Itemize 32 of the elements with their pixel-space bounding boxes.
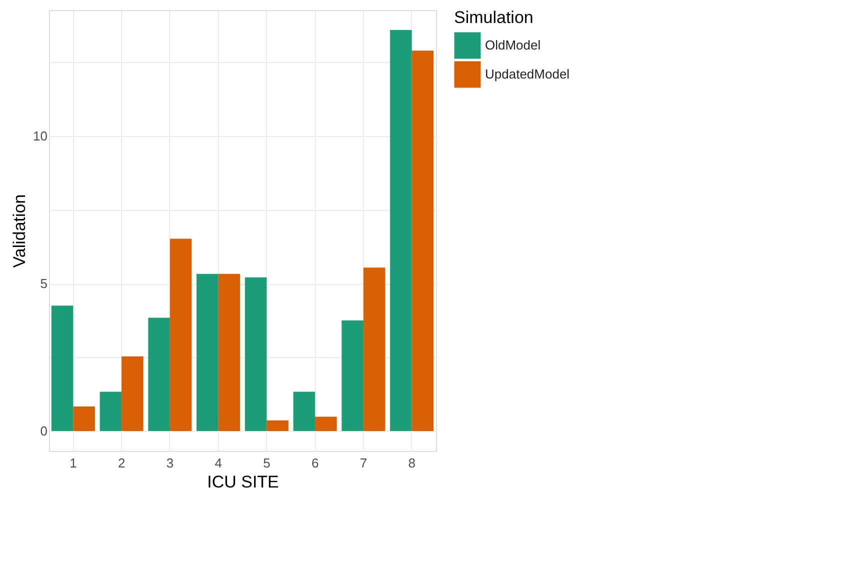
bar bbox=[315, 416, 337, 431]
x-tick-label: 5 bbox=[263, 456, 270, 470]
bar bbox=[73, 406, 95, 431]
x-tick-label: 2 bbox=[118, 456, 126, 470]
bar bbox=[51, 306, 74, 431]
bar bbox=[390, 30, 412, 431]
bar bbox=[266, 420, 288, 431]
x-tick-label: 7 bbox=[360, 456, 368, 470]
y-tick-label: 5 bbox=[40, 276, 48, 292]
y-axis-title: Validation bbox=[10, 194, 30, 268]
bar bbox=[218, 274, 240, 431]
bar bbox=[148, 318, 170, 431]
legend-title: Simulation bbox=[454, 8, 534, 27]
bar bbox=[122, 356, 144, 431]
x-tick-label: 1 bbox=[70, 456, 77, 470]
bar bbox=[100, 392, 122, 431]
bar bbox=[170, 238, 192, 431]
bar bbox=[196, 274, 218, 431]
y-tick-label: 0 bbox=[40, 423, 48, 438]
bar bbox=[363, 268, 386, 431]
x-tick-label: 6 bbox=[311, 456, 319, 470]
bar bbox=[293, 392, 316, 431]
x-axis-title: ICU SITE bbox=[207, 472, 279, 492]
legend-label: UpdatedModel bbox=[485, 66, 570, 82]
x-tick-label: 3 bbox=[166, 456, 174, 470]
x-tick-label: 4 bbox=[214, 456, 222, 470]
bar bbox=[342, 320, 364, 431]
x-tick-label: 8 bbox=[408, 456, 416, 470]
bar bbox=[244, 277, 267, 431]
legend-label: OldModel bbox=[485, 38, 541, 52]
y-tick-label: 10 bbox=[33, 128, 48, 144]
bar bbox=[412, 50, 434, 431]
